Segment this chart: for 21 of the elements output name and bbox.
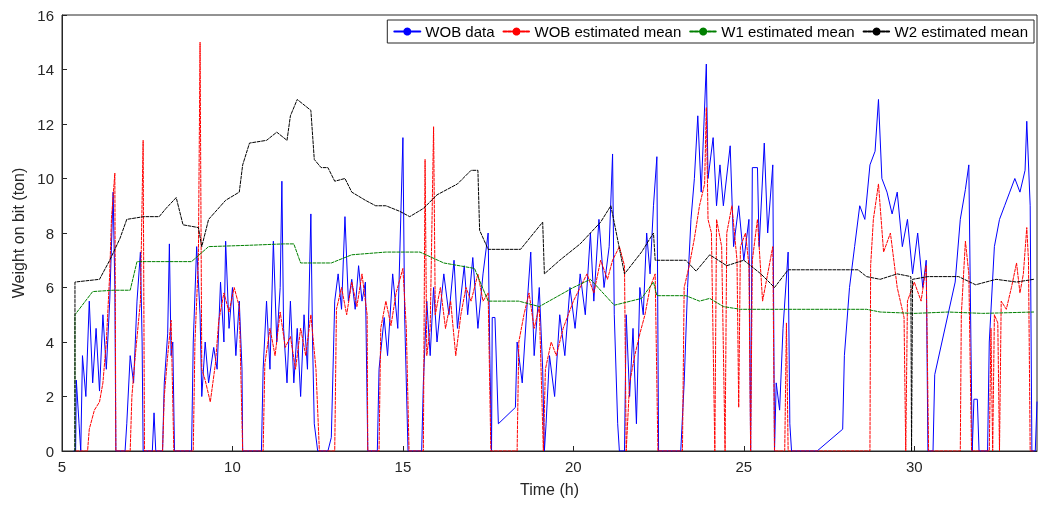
- x-tick-label: 25: [735, 458, 753, 475]
- y-tick-label: 10: [37, 170, 54, 187]
- legend-label: W1 estimated mean: [721, 23, 855, 40]
- y-tick-label: 2: [45, 388, 54, 405]
- y-tick-label: 6: [45, 279, 54, 296]
- legend-label: WOB estimated mean: [534, 23, 682, 40]
- y-axis-title: Weight on bit (ton): [9, 167, 27, 299]
- x-tick-label: 15: [394, 458, 412, 475]
- y-tick-label: 0: [45, 442, 54, 460]
- x-tick-label: 30: [905, 458, 923, 475]
- y-tick-label: 16: [37, 6, 54, 24]
- x-axis-title: Time (h): [520, 480, 579, 498]
- legend-label: WOB data: [425, 23, 496, 40]
- x-tick-label: 20: [565, 458, 582, 475]
- x-tick-label: 5: [57, 458, 67, 475]
- y-tick-label: 14: [37, 61, 54, 78]
- x-tick-label: 10: [224, 458, 241, 475]
- y-tick-label: 12: [37, 115, 54, 133]
- legend-label: W2 estimated mean: [894, 23, 1028, 40]
- y-tick-label: 4: [45, 333, 54, 351]
- y-tick-label: 8: [45, 224, 54, 242]
